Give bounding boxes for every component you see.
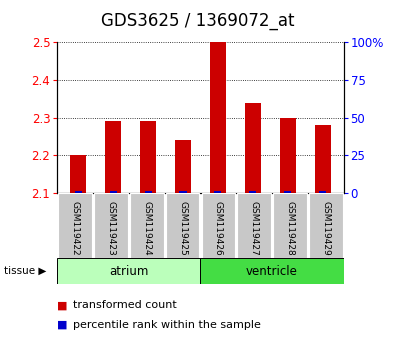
- Bar: [58, 193, 92, 258]
- Text: ■: ■: [57, 320, 68, 330]
- Bar: [245, 103, 261, 193]
- Bar: [201, 258, 344, 284]
- Bar: [57, 258, 201, 284]
- Bar: [210, 42, 226, 193]
- Text: ventricle: ventricle: [246, 265, 298, 278]
- Text: transformed count: transformed count: [73, 300, 177, 310]
- Bar: [249, 191, 256, 193]
- Bar: [110, 191, 117, 193]
- Text: GSM119427: GSM119427: [250, 201, 259, 256]
- Bar: [201, 193, 235, 258]
- Text: GSM119426: GSM119426: [214, 201, 223, 256]
- Bar: [214, 191, 222, 193]
- Text: GDS3625 / 1369072_at: GDS3625 / 1369072_at: [101, 12, 294, 30]
- Bar: [94, 193, 128, 258]
- Bar: [175, 140, 191, 193]
- Bar: [309, 193, 342, 258]
- Text: GSM119429: GSM119429: [321, 201, 330, 256]
- Bar: [70, 155, 86, 193]
- Bar: [105, 121, 121, 193]
- Text: tissue ▶: tissue ▶: [4, 266, 46, 276]
- Text: GSM119425: GSM119425: [178, 201, 187, 256]
- Bar: [140, 121, 156, 193]
- Bar: [280, 118, 295, 193]
- Text: GSM119423: GSM119423: [107, 201, 115, 256]
- Text: ■: ■: [57, 300, 68, 310]
- Text: atrium: atrium: [109, 265, 149, 278]
- Bar: [75, 191, 82, 193]
- Bar: [237, 193, 271, 258]
- Bar: [315, 125, 331, 193]
- Text: percentile rank within the sample: percentile rank within the sample: [73, 320, 261, 330]
- Bar: [145, 191, 152, 193]
- Bar: [166, 193, 199, 258]
- Text: GSM119424: GSM119424: [142, 201, 151, 256]
- Bar: [284, 191, 291, 193]
- Bar: [273, 193, 307, 258]
- Bar: [130, 193, 164, 258]
- Text: GSM119428: GSM119428: [286, 201, 294, 256]
- Bar: [179, 191, 186, 193]
- Bar: [319, 191, 326, 193]
- Text: GSM119422: GSM119422: [71, 201, 80, 256]
